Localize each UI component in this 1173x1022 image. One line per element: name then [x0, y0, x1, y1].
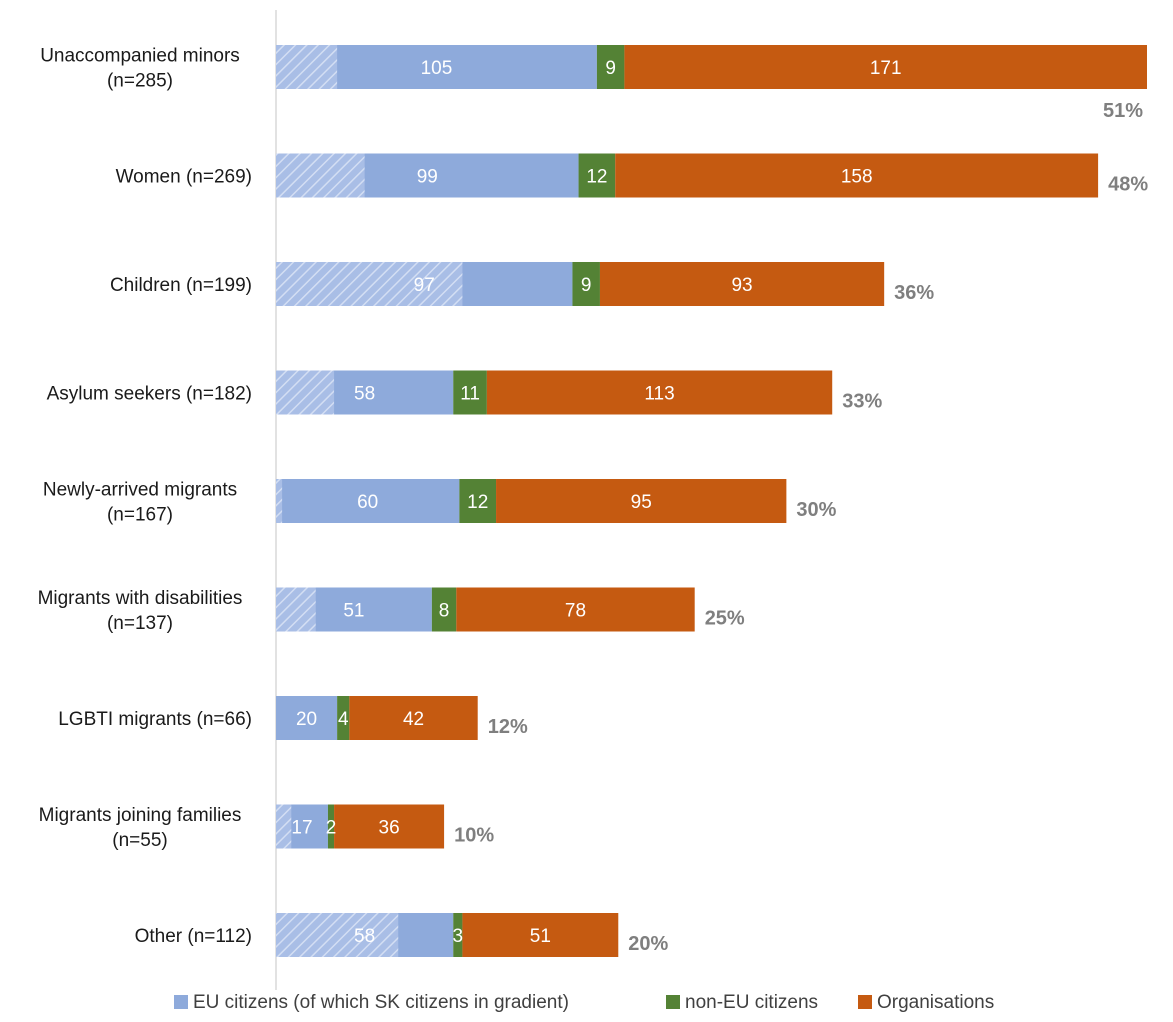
data-label-organisations: 113: [644, 384, 674, 405]
bar-segment-organisations: [615, 153, 1099, 198]
bar-segment-non-eu-citizens: [459, 479, 497, 523]
bar-segment-organisations: [599, 262, 885, 306]
data-label-non-eu-citizens: 8: [439, 601, 450, 622]
bar-segment-sk-gradient: [276, 370, 335, 415]
category-label: Migrants with disabilities: [38, 588, 243, 609]
data-label-non-eu-citizens: 9: [605, 58, 616, 79]
percent-label: 33%: [842, 391, 882, 413]
percent-label: 25%: [705, 608, 745, 630]
data-label-organisations: 42: [403, 709, 424, 730]
percent-label: 10%: [454, 825, 494, 847]
percent-label: 51%: [1103, 100, 1143, 122]
bar-segment-sk-gradient: [276, 45, 338, 89]
bar-segment-organisations: [349, 696, 478, 740]
category-label: (n=55): [112, 830, 167, 851]
data-label-organisations: 78: [565, 601, 586, 622]
data-label-eu-citizens: 97: [414, 275, 435, 296]
bar-segment-non-eu-citizens: [453, 913, 463, 957]
category-label: (n=285): [107, 71, 173, 92]
bar-segment-organisations: [334, 804, 445, 849]
bar-segment-non-eu-citizens: [327, 804, 335, 849]
data-label-eu-citizens: 17: [291, 818, 312, 839]
data-label-non-eu-citizens: 12: [586, 167, 607, 188]
data-label-non-eu-citizens: 9: [581, 275, 592, 296]
percent-label: 48%: [1108, 174, 1148, 196]
bar-segment-sk-gradient: [276, 913, 399, 957]
data-label-eu-citizens: 20: [296, 709, 317, 730]
bar-segment-sk-gradient: [276, 153, 365, 198]
legend-swatch: [174, 995, 188, 1009]
percent-label: 30%: [796, 499, 836, 521]
category-label: Newly-arrived migrants: [43, 480, 237, 501]
data-label-eu-citizens: 58: [354, 384, 375, 405]
category-label: Asylum seekers (n=182): [47, 384, 252, 405]
category-label: Children (n=199): [110, 275, 252, 296]
bar-segment-eu-citizens: [276, 479, 460, 523]
category-label: (n=137): [107, 613, 173, 634]
bar-segment-non-eu-citizens: [578, 153, 616, 198]
data-label-eu-citizens: 60: [357, 492, 378, 513]
bar-segment-non-eu-citizens: [431, 587, 457, 632]
bar-segment-non-eu-citizens: [453, 370, 487, 415]
bar-segment-non-eu-citizens: [572, 262, 600, 306]
data-label-eu-citizens: 51: [343, 601, 364, 622]
data-label-non-eu-citizens: 12: [467, 492, 488, 513]
data-label-non-eu-citizens: 2: [326, 818, 337, 839]
bar-segment-organisations: [486, 370, 833, 415]
percent-label: 20%: [628, 933, 668, 955]
data-label-eu-citizens: 105: [421, 58, 453, 79]
category-label: Other (n=112): [135, 926, 252, 947]
percent-label: 12%: [488, 716, 528, 738]
bar-segment-eu-citizens: [276, 696, 338, 740]
category-label: (n=167): [107, 505, 173, 526]
data-label-organisations: 95: [631, 492, 652, 513]
bar-segment-sk-gradient: [276, 479, 283, 523]
category-label: Unaccompanied minors: [40, 46, 240, 67]
legend-entry: EU citizens (of which SK citizens in gra…: [193, 992, 569, 1013]
data-label-eu-citizens: 99: [417, 167, 438, 188]
legend-swatch: [858, 995, 872, 1009]
bar-segment-organisations: [496, 479, 787, 523]
bar-segment-organisations: [456, 587, 695, 632]
data-label-organisations: 158: [841, 167, 873, 188]
data-label-non-eu-citizens: 11: [460, 384, 480, 405]
data-label-non-eu-citizens: 3: [453, 926, 464, 947]
data-label-eu-citizens: 58: [354, 926, 375, 947]
category-label: LGBTI migrants (n=66): [58, 709, 252, 730]
legend-swatch: [666, 995, 680, 1009]
bar-segment-sk-gradient: [276, 804, 292, 849]
bar-segment-organisations: [624, 45, 1147, 89]
data-label-organisations: 93: [731, 275, 752, 296]
legend-entry: non-EU citizens: [685, 992, 818, 1013]
bar-segment-non-eu-citizens: [337, 696, 350, 740]
bar-segment-organisations: [462, 913, 619, 957]
data-label-organisations: 171: [870, 58, 902, 79]
category-label: Migrants joining families: [39, 805, 242, 826]
bar-segment-sk-gradient: [276, 587, 316, 632]
data-label-organisations: 51: [530, 926, 551, 947]
bar-segment-non-eu-citizens: [596, 45, 625, 89]
legend-entry: Organisations: [877, 992, 994, 1013]
data-label-non-eu-citizens: 4: [338, 709, 349, 730]
category-label: Women (n=269): [116, 167, 252, 188]
bar-segment-sk-gradient: [276, 262, 463, 306]
percent-label: 36%: [894, 282, 934, 304]
data-label-organisations: 36: [379, 818, 400, 839]
